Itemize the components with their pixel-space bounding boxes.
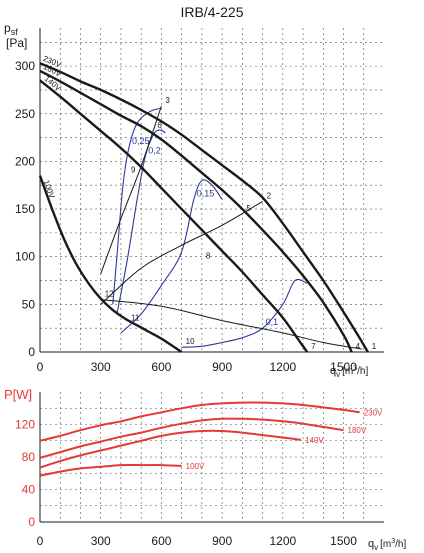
power-curve-180V	[39, 417, 344, 459]
fan-curve-140V	[39, 79, 309, 353]
bottom-y-tick-label: 80	[22, 450, 36, 464]
bottom-y-tick-label: 40	[22, 483, 36, 497]
top-x-axis-label-unit-end: /h]	[357, 366, 368, 377]
top-y-tick-label: 200	[15, 154, 35, 168]
bottom-y-axis-label: P[W]	[4, 387, 32, 402]
operating-point-label: 8	[206, 251, 211, 260]
operating-point-label: 9	[131, 166, 136, 175]
power-chart: 0 300 600 900 1200 1500 0 40 80 120 230V 180V 140V 10…	[15, 392, 384, 548]
power-curve-label: 180V	[348, 426, 367, 435]
bottom-x-tick-label: 600	[151, 534, 171, 548]
operating-point-label: 1	[372, 342, 377, 351]
top-x-tick-label: 600	[151, 360, 171, 374]
efficiency-curve-0-1	[181, 278, 308, 348]
bottom-x-tick-label: 0	[37, 534, 44, 548]
bottom-x-tick-label: 1200	[269, 534, 296, 548]
top-y-tick-label: 250	[15, 107, 35, 121]
operating-point-label: 3	[165, 96, 170, 105]
power-curve-label: 140V	[305, 436, 324, 445]
system-line-12-1	[100, 299, 362, 350]
efficiency-curve-0-15	[120, 179, 223, 334]
efficiency-label: 0,2	[148, 146, 161, 156]
operating-point-label: 12	[105, 290, 114, 299]
top-plot-area	[40, 28, 384, 352]
top-y-axis-label-main: p	[4, 21, 11, 35]
power-curve-label: 230V	[364, 408, 383, 417]
operating-point-label: 6	[157, 121, 162, 130]
top-x-axis-label-sup: 3	[353, 365, 357, 372]
bottom-x-tick-label: 300	[91, 534, 111, 548]
chart-title: IRB/4-225	[180, 4, 243, 20]
top-x-tick-label: 300	[91, 360, 111, 374]
top-y-tick-label: 0	[28, 345, 35, 359]
top-x-tick-label: 900	[212, 360, 232, 374]
efficiency-label: 0,25	[132, 136, 150, 146]
power-curve-label: 100V	[186, 462, 205, 471]
bottom-x-axis-label-unit-end: /h]	[395, 539, 406, 550]
bottom-y-tick-label: 0	[28, 515, 35, 529]
top-x-tick-label: 0	[37, 360, 44, 374]
efficiency-label: 0,1	[266, 317, 279, 327]
bottom-x-tick-label: 1500	[330, 534, 357, 548]
top-y-axis-label: psf	[4, 21, 18, 37]
bottom-x-axis-label-unit: [m	[380, 539, 391, 550]
operating-point-label: 4	[356, 342, 361, 351]
top-x-axis-label-unit: [m	[342, 366, 353, 377]
top-x-axis-label-main: q	[330, 365, 336, 377]
power-curve-230V	[39, 401, 360, 442]
bottom-x-axis-label-main: q	[368, 538, 374, 550]
top-y-tick-label: 300	[15, 59, 35, 73]
power-curve-100V	[39, 464, 182, 477]
top-y-tick-label: 50	[22, 297, 36, 311]
bottom-x-axis-label: qv [m3/h]	[368, 538, 406, 552]
system-line-12-2	[100, 200, 263, 305]
top-x-tick-label: 1500	[330, 360, 357, 374]
top-y-axis-unit: [Pa]	[6, 36, 27, 50]
operating-point-label: 11	[131, 313, 140, 322]
bottom-x-axis-label-sub: v	[374, 543, 378, 552]
fan-curve-100V	[38, 175, 183, 353]
top-x-tick-label: 1200	[269, 360, 296, 374]
top-y-tick-label: 150	[15, 202, 35, 216]
top-y-axis-label-sub: sf	[11, 27, 19, 37]
top-x-axis-label: qv [m3/h]	[330, 365, 368, 379]
operating-point-label: 5	[246, 204, 251, 213]
fan-curve-230V	[39, 62, 369, 353]
efficiency-label: 0,15	[197, 189, 215, 199]
bottom-x-axis-label-sup: 3	[391, 538, 395, 545]
top-y-tick-label: 100	[15, 250, 35, 264]
operating-point-label: 10	[186, 337, 195, 346]
operating-point-label: 7	[311, 342, 316, 351]
pressure-chart: 0 300 600 900 1200 15000501001502002503000,25…	[15, 28, 384, 374]
power-curve-140V	[39, 429, 302, 469]
fan-curve-180V	[39, 69, 353, 353]
bottom-y-tick-label: 120	[15, 418, 35, 432]
bottom-x-tick-label: 900	[212, 534, 232, 548]
efficiency-curve-0-2	[116, 129, 166, 315]
efficiency-curve-0-25	[112, 107, 162, 305]
operating-point-label: 2	[267, 191, 272, 200]
top-x-axis-label-sub: v	[336, 370, 340, 379]
